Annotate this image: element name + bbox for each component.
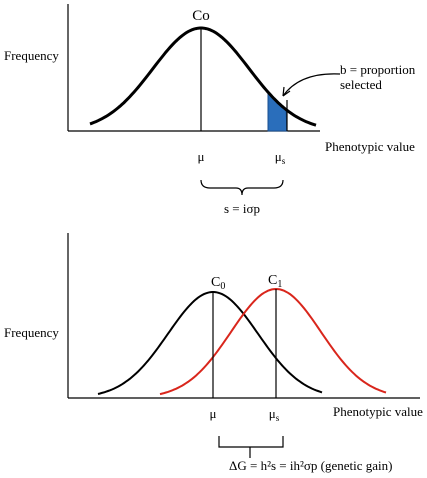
label-sub: 0 (220, 281, 225, 292)
curve (89, 26, 317, 127)
selected-area (267, 90, 288, 132)
annotation: selected (340, 77, 382, 92)
label-sub: s (282, 156, 286, 166)
label-base: C (211, 275, 220, 290)
bracket (218, 436, 284, 458)
mean-label: μ (198, 149, 205, 164)
mean-label: μ (210, 406, 217, 421)
x-label: Phenotypic value (333, 404, 423, 419)
arrowhead (282, 86, 291, 97)
label-base: μ (275, 149, 282, 164)
x-label: Phenotypic value (325, 139, 415, 154)
label-base: μ (269, 406, 276, 421)
brace (200, 179, 284, 196)
curve-label: Co (192, 8, 210, 24)
curve (159, 287, 387, 396)
arrow (282, 73, 341, 97)
curve1-label: C1 (268, 273, 282, 290)
curve (97, 291, 323, 395)
label-sub: s (276, 413, 280, 423)
annotation: b = proportion (340, 62, 416, 77)
selected-mean-label: μs (269, 406, 280, 423)
difference: s = iσp (224, 201, 260, 216)
gain: ΔG = h²s = ih²σp (genetic gain) (229, 458, 392, 473)
selected-mean-label: μs (275, 149, 286, 166)
y-label: Frequency (4, 325, 59, 340)
label-base: C (268, 273, 277, 288)
label-sub: 1 (277, 279, 282, 290)
y-label: Frequency (4, 48, 59, 63)
curve0-label: C0 (211, 275, 225, 292)
